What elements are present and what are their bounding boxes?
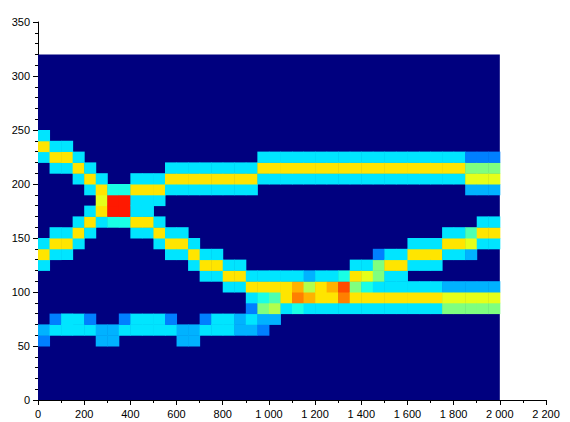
- svg-text:250: 250: [12, 124, 30, 136]
- svg-text:1 400: 1 400: [348, 408, 376, 420]
- svg-text:400: 400: [121, 408, 139, 420]
- svg-text:0: 0: [24, 394, 30, 406]
- svg-text:800: 800: [214, 408, 232, 420]
- svg-text:150: 150: [12, 232, 30, 244]
- svg-text:350: 350: [12, 16, 30, 28]
- svg-text:50: 50: [18, 340, 30, 352]
- svg-text:300: 300: [12, 70, 30, 82]
- svg-text:2 000: 2 000: [486, 408, 514, 420]
- svg-text:600: 600: [167, 408, 185, 420]
- svg-text:1 600: 1 600: [394, 408, 422, 420]
- svg-text:2 200: 2 200: [532, 408, 560, 420]
- svg-text:1 800: 1 800: [440, 408, 468, 420]
- svg-text:1 000: 1 000: [255, 408, 283, 420]
- svg-text:100: 100: [12, 286, 30, 298]
- svg-text:1 200: 1 200: [301, 408, 329, 420]
- svg-text:0: 0: [35, 408, 41, 420]
- svg-text:200: 200: [12, 178, 30, 190]
- svg-text:200: 200: [75, 408, 93, 420]
